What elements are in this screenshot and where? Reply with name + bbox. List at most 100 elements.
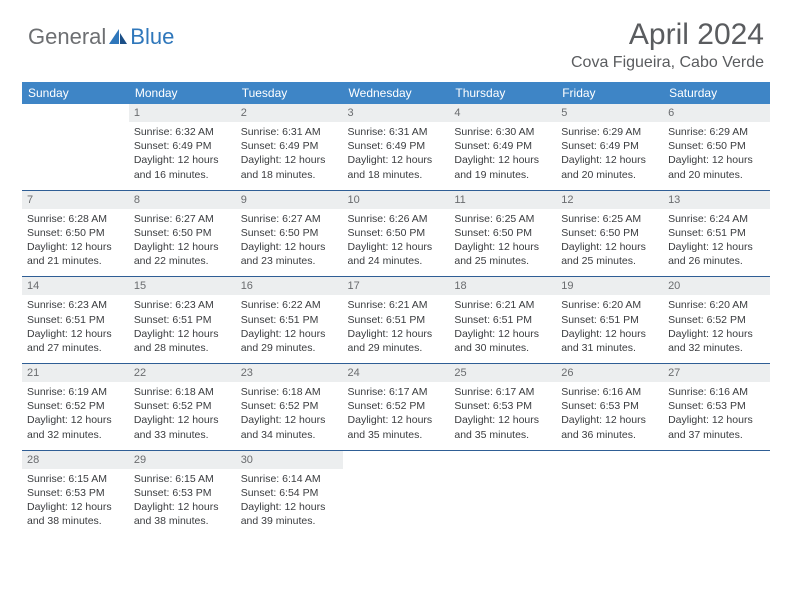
day-number: 20 xyxy=(663,277,770,295)
day-number: 17 xyxy=(343,277,450,295)
logo-text-blue: Blue xyxy=(130,24,174,50)
weekday-header: Saturday xyxy=(663,82,770,104)
day-body: Sunrise: 6:20 AMSunset: 6:52 PMDaylight:… xyxy=(663,295,770,363)
calendar-cell: 26Sunrise: 6:16 AMSunset: 6:53 PMDayligh… xyxy=(556,364,663,451)
day-number: 24 xyxy=(343,364,450,382)
day-body: Sunrise: 6:31 AMSunset: 6:49 PMDaylight:… xyxy=(236,122,343,190)
calendar-cell: 18Sunrise: 6:21 AMSunset: 6:51 PMDayligh… xyxy=(449,277,556,364)
weekday-header: Friday xyxy=(556,82,663,104)
day-number: 22 xyxy=(129,364,236,382)
day-number: 29 xyxy=(129,451,236,469)
day-body: Sunrise: 6:17 AMSunset: 6:52 PMDaylight:… xyxy=(343,382,450,450)
day-number: 2 xyxy=(236,104,343,122)
calendar-cell: 22Sunrise: 6:18 AMSunset: 6:52 PMDayligh… xyxy=(129,364,236,451)
day-number: 28 xyxy=(22,451,129,469)
location-name: Cova Figueira, Cabo Verde xyxy=(571,54,764,72)
day-number: 23 xyxy=(236,364,343,382)
day-body: Sunrise: 6:17 AMSunset: 6:53 PMDaylight:… xyxy=(449,382,556,450)
calendar-cell: 2Sunrise: 6:31 AMSunset: 6:49 PMDaylight… xyxy=(236,104,343,190)
calendar-cell xyxy=(556,450,663,536)
logo-text-general: General xyxy=(28,24,106,50)
calendar-cell: 5Sunrise: 6:29 AMSunset: 6:49 PMDaylight… xyxy=(556,104,663,190)
day-body: Sunrise: 6:22 AMSunset: 6:51 PMDaylight:… xyxy=(236,295,343,363)
day-number: 30 xyxy=(236,451,343,469)
day-number: 21 xyxy=(22,364,129,382)
title-block: April 2024 Cova Figueira, Cabo Verde xyxy=(571,18,764,72)
day-body: Sunrise: 6:23 AMSunset: 6:51 PMDaylight:… xyxy=(22,295,129,363)
day-body: Sunrise: 6:28 AMSunset: 6:50 PMDaylight:… xyxy=(22,209,129,277)
calendar-cell: 21Sunrise: 6:19 AMSunset: 6:52 PMDayligh… xyxy=(22,364,129,451)
calendar-cell: 16Sunrise: 6:22 AMSunset: 6:51 PMDayligh… xyxy=(236,277,343,364)
day-body: Sunrise: 6:30 AMSunset: 6:49 PMDaylight:… xyxy=(449,122,556,190)
day-number: 10 xyxy=(343,191,450,209)
calendar-cell: 14Sunrise: 6:23 AMSunset: 6:51 PMDayligh… xyxy=(22,277,129,364)
day-number: 11 xyxy=(449,191,556,209)
day-body: Sunrise: 6:27 AMSunset: 6:50 PMDaylight:… xyxy=(129,209,236,277)
calendar-cell: 17Sunrise: 6:21 AMSunset: 6:51 PMDayligh… xyxy=(343,277,450,364)
day-number: 15 xyxy=(129,277,236,295)
weekday-header: Monday xyxy=(129,82,236,104)
day-body: Sunrise: 6:24 AMSunset: 6:51 PMDaylight:… xyxy=(663,209,770,277)
day-number: 13 xyxy=(663,191,770,209)
weekday-header: Wednesday xyxy=(343,82,450,104)
day-body: Sunrise: 6:25 AMSunset: 6:50 PMDaylight:… xyxy=(556,209,663,277)
day-body: Sunrise: 6:15 AMSunset: 6:53 PMDaylight:… xyxy=(129,469,236,537)
day-number: 26 xyxy=(556,364,663,382)
calendar-cell: 12Sunrise: 6:25 AMSunset: 6:50 PMDayligh… xyxy=(556,190,663,277)
calendar-cell: 27Sunrise: 6:16 AMSunset: 6:53 PMDayligh… xyxy=(663,364,770,451)
day-body: Sunrise: 6:18 AMSunset: 6:52 PMDaylight:… xyxy=(129,382,236,450)
day-body: Sunrise: 6:27 AMSunset: 6:50 PMDaylight:… xyxy=(236,209,343,277)
day-body: Sunrise: 6:29 AMSunset: 6:50 PMDaylight:… xyxy=(663,122,770,190)
calendar-cell: 4Sunrise: 6:30 AMSunset: 6:49 PMDaylight… xyxy=(449,104,556,190)
calendar-cell: 25Sunrise: 6:17 AMSunset: 6:53 PMDayligh… xyxy=(449,364,556,451)
weekday-header: Tuesday xyxy=(236,82,343,104)
day-number: 14 xyxy=(22,277,129,295)
calendar-cell: 13Sunrise: 6:24 AMSunset: 6:51 PMDayligh… xyxy=(663,190,770,277)
day-body: Sunrise: 6:20 AMSunset: 6:51 PMDaylight:… xyxy=(556,295,663,363)
calendar-cell: 15Sunrise: 6:23 AMSunset: 6:51 PMDayligh… xyxy=(129,277,236,364)
calendar-table: SundayMondayTuesdayWednesdayThursdayFrid… xyxy=(22,82,770,536)
calendar-row: 14Sunrise: 6:23 AMSunset: 6:51 PMDayligh… xyxy=(22,277,770,364)
day-body: Sunrise: 6:15 AMSunset: 6:53 PMDaylight:… xyxy=(22,469,129,537)
weekday-header: Thursday xyxy=(449,82,556,104)
day-body: Sunrise: 6:23 AMSunset: 6:51 PMDaylight:… xyxy=(129,295,236,363)
calendar-body: 1Sunrise: 6:32 AMSunset: 6:49 PMDaylight… xyxy=(22,104,770,536)
day-number: 6 xyxy=(663,104,770,122)
day-number: 27 xyxy=(663,364,770,382)
calendar-row: 21Sunrise: 6:19 AMSunset: 6:52 PMDayligh… xyxy=(22,364,770,451)
calendar-cell: 23Sunrise: 6:18 AMSunset: 6:52 PMDayligh… xyxy=(236,364,343,451)
logo: General Blue xyxy=(28,18,174,50)
calendar-cell xyxy=(22,104,129,190)
calendar-cell: 11Sunrise: 6:25 AMSunset: 6:50 PMDayligh… xyxy=(449,190,556,277)
calendar-cell: 19Sunrise: 6:20 AMSunset: 6:51 PMDayligh… xyxy=(556,277,663,364)
day-number: 8 xyxy=(129,191,236,209)
calendar-row: 7Sunrise: 6:28 AMSunset: 6:50 PMDaylight… xyxy=(22,190,770,277)
day-body: Sunrise: 6:21 AMSunset: 6:51 PMDaylight:… xyxy=(343,295,450,363)
calendar-cell: 7Sunrise: 6:28 AMSunset: 6:50 PMDaylight… xyxy=(22,190,129,277)
day-number: 12 xyxy=(556,191,663,209)
day-body: Sunrise: 6:25 AMSunset: 6:50 PMDaylight:… xyxy=(449,209,556,277)
day-number: 18 xyxy=(449,277,556,295)
day-number: 5 xyxy=(556,104,663,122)
page-title: April 2024 xyxy=(571,18,764,52)
calendar-cell: 29Sunrise: 6:15 AMSunset: 6:53 PMDayligh… xyxy=(129,450,236,536)
weekday-header-row: SundayMondayTuesdayWednesdayThursdayFrid… xyxy=(22,82,770,104)
day-body: Sunrise: 6:16 AMSunset: 6:53 PMDaylight:… xyxy=(663,382,770,450)
day-number: 19 xyxy=(556,277,663,295)
calendar-cell: 10Sunrise: 6:26 AMSunset: 6:50 PMDayligh… xyxy=(343,190,450,277)
calendar-cell: 8Sunrise: 6:27 AMSunset: 6:50 PMDaylight… xyxy=(129,190,236,277)
day-body: Sunrise: 6:31 AMSunset: 6:49 PMDaylight:… xyxy=(343,122,450,190)
day-number: 1 xyxy=(129,104,236,122)
day-number: 7 xyxy=(22,191,129,209)
day-body: Sunrise: 6:19 AMSunset: 6:52 PMDaylight:… xyxy=(22,382,129,450)
calendar-row: 28Sunrise: 6:15 AMSunset: 6:53 PMDayligh… xyxy=(22,450,770,536)
calendar-cell: 28Sunrise: 6:15 AMSunset: 6:53 PMDayligh… xyxy=(22,450,129,536)
calendar-cell: 20Sunrise: 6:20 AMSunset: 6:52 PMDayligh… xyxy=(663,277,770,364)
day-body: Sunrise: 6:16 AMSunset: 6:53 PMDaylight:… xyxy=(556,382,663,450)
calendar-cell: 30Sunrise: 6:14 AMSunset: 6:54 PMDayligh… xyxy=(236,450,343,536)
day-number: 9 xyxy=(236,191,343,209)
day-body: Sunrise: 6:29 AMSunset: 6:49 PMDaylight:… xyxy=(556,122,663,190)
weekday-header: Sunday xyxy=(22,82,129,104)
day-body: Sunrise: 6:32 AMSunset: 6:49 PMDaylight:… xyxy=(129,122,236,190)
logo-sail-icon xyxy=(108,28,128,46)
